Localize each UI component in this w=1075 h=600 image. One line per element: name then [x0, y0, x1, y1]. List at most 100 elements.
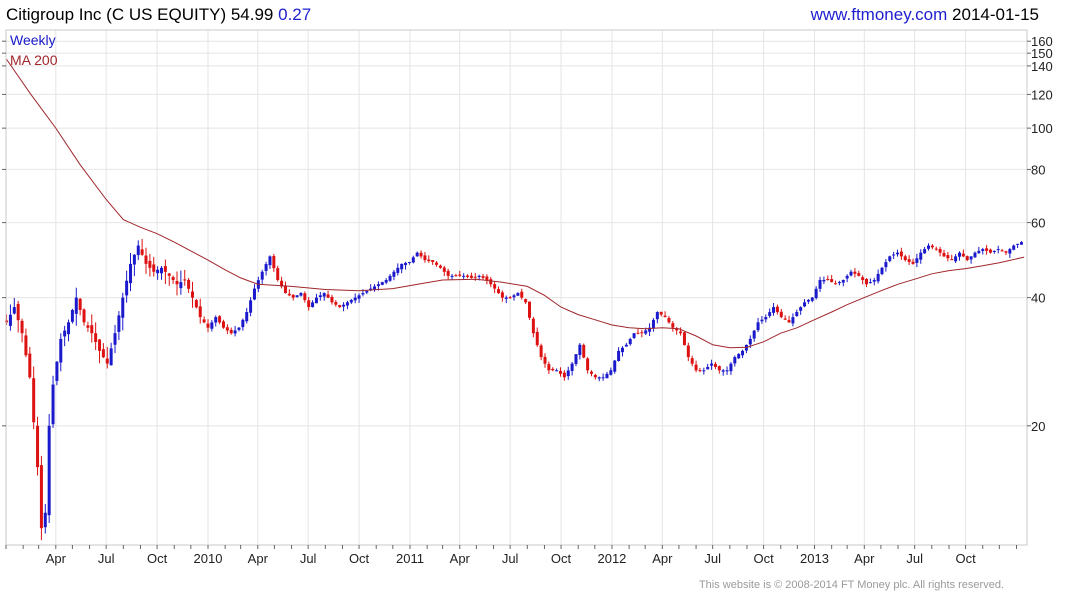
candle-body: [105, 358, 109, 364]
candle-up: [67, 319, 71, 342]
candle-body: [454, 275, 458, 277]
candle-down: [152, 256, 156, 277]
x-tick-label: Jul: [906, 551, 923, 566]
candle-up: [710, 359, 714, 370]
candle-up: [179, 270, 183, 295]
site-info: www.ftmoney.com 2014-01-15: [811, 5, 1039, 25]
candle-up: [737, 353, 741, 360]
candle-up: [729, 362, 733, 375]
candle-body: [334, 302, 338, 305]
candle-body: [528, 301, 532, 318]
ma-200-series: [6, 59, 1025, 349]
candle-up: [849, 269, 853, 277]
candle-body: [12, 307, 16, 314]
candle-up: [969, 256, 973, 264]
candle-up: [260, 269, 264, 284]
candle-body: [8, 314, 12, 326]
candle-body: [43, 512, 47, 528]
candle-body: [280, 280, 284, 287]
candle-body: [283, 285, 287, 294]
candle-up: [1012, 244, 1016, 251]
candle-body: [845, 275, 849, 279]
candle-down: [640, 329, 644, 338]
candle-body: [985, 248, 989, 251]
candle-down: [423, 251, 427, 263]
candle-up: [400, 263, 404, 274]
candle-down: [36, 416, 40, 476]
candle-body: [260, 271, 264, 280]
candle-body: [733, 357, 737, 364]
candle-body: [427, 259, 431, 262]
candle-down: [679, 327, 683, 336]
candle-body: [698, 370, 702, 372]
candle-body: [140, 249, 144, 255]
candle-body: [535, 331, 539, 346]
candle-down: [466, 274, 470, 279]
candle-body: [299, 293, 303, 296]
candle-up: [655, 311, 659, 324]
candle-down: [28, 346, 32, 379]
candle-up: [55, 361, 59, 386]
candle-body: [314, 297, 318, 304]
candle-up: [926, 243, 930, 251]
candle-up: [822, 276, 826, 285]
candle-up: [357, 293, 361, 303]
candle-up: [295, 294, 299, 298]
x-tick-label: Oct: [349, 551, 370, 566]
candle-body: [973, 252, 977, 258]
candle-body: [516, 293, 520, 296]
candle-down: [907, 255, 911, 265]
candle-down: [593, 373, 597, 380]
candle-body: [965, 256, 969, 261]
candle-down: [535, 327, 539, 347]
candle-body: [311, 302, 315, 308]
candle-body: [880, 267, 884, 275]
candle-body: [268, 256, 272, 266]
candle-down: [20, 318, 24, 343]
candle-up: [156, 266, 160, 280]
candle-body: [934, 248, 938, 250]
candle-up: [872, 277, 876, 286]
candle-body: [179, 282, 183, 289]
candle-body: [907, 259, 911, 262]
candle-down: [183, 269, 187, 286]
candle-down: [287, 289, 291, 297]
candle-body: [330, 296, 334, 303]
candle-down: [934, 246, 938, 251]
candle-body: [640, 332, 644, 334]
candle-down: [667, 315, 671, 324]
candle-body: [78, 298, 82, 310]
candle-up: [973, 251, 977, 258]
candle-down: [582, 343, 586, 359]
candle-body: [667, 318, 671, 323]
candle-body: [86, 325, 90, 328]
candle-body: [671, 323, 675, 328]
candle-up: [51, 375, 55, 428]
candle-down: [830, 274, 834, 283]
candle-body: [121, 297, 125, 318]
candle-body: [419, 252, 423, 257]
candle-body: [826, 278, 830, 280]
candle-up: [450, 273, 454, 280]
candle-body: [589, 371, 593, 374]
candle-down: [779, 308, 783, 319]
candle-up: [601, 373, 605, 381]
y-tick-label: 40: [1031, 291, 1045, 306]
candle-down: [636, 328, 640, 335]
candle-body: [466, 275, 470, 277]
candle-down: [280, 276, 284, 289]
candle-body: [582, 344, 586, 358]
candle-down: [558, 367, 562, 377]
candle-body: [628, 338, 632, 345]
candle-up: [795, 309, 799, 317]
candle-body: [74, 297, 78, 314]
site-link[interactable]: www.ftmoney.com: [810, 5, 948, 24]
candle-up: [733, 355, 737, 367]
candle-body: [872, 279, 876, 282]
candle-up: [772, 303, 776, 316]
candle-body: [249, 300, 253, 313]
candle-up: [756, 317, 760, 333]
candle-body: [47, 425, 51, 516]
candle-body: [183, 279, 187, 281]
x-tick-label: 2010: [194, 551, 223, 566]
